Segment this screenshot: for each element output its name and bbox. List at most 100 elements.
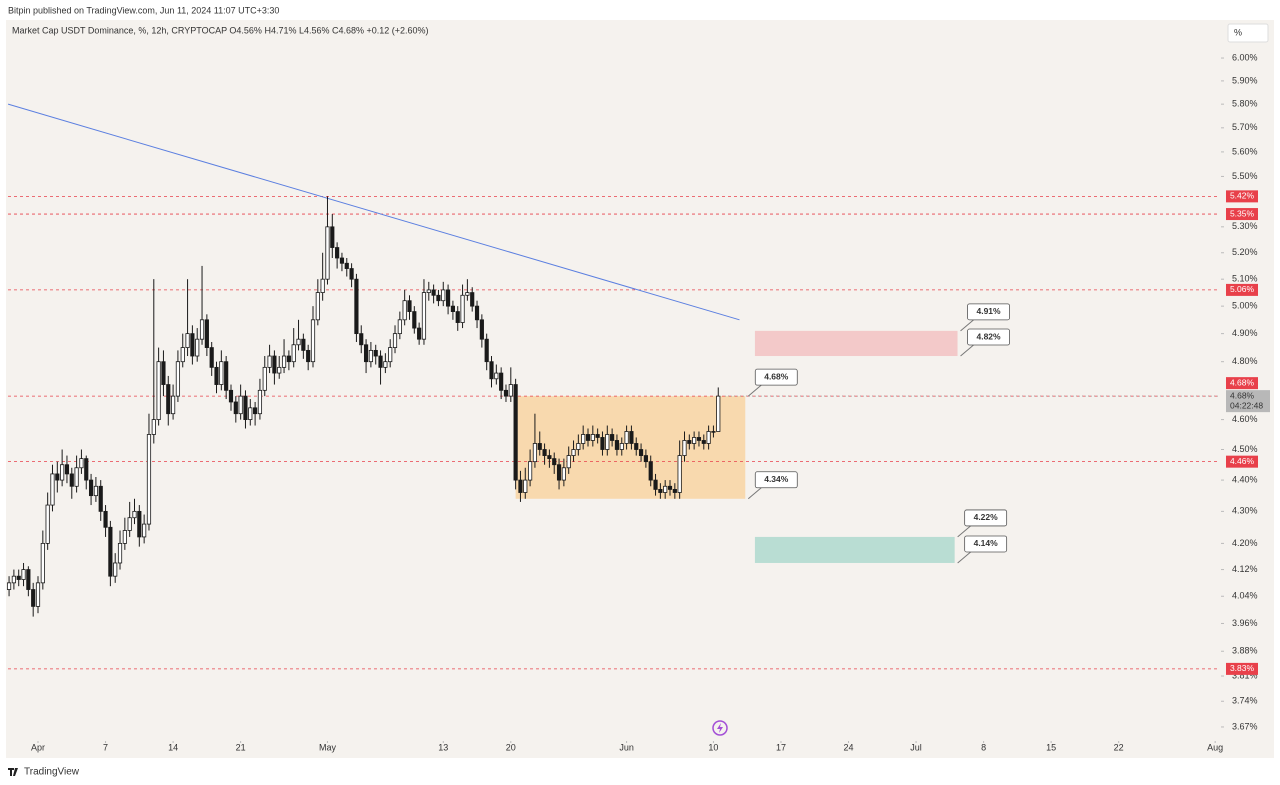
candle — [146, 413, 152, 531]
candle — [537, 431, 542, 456]
y-tick-label: 5.50% — [1232, 171, 1258, 181]
candle-body — [706, 431, 711, 444]
candle-body — [74, 467, 79, 487]
candle-body — [344, 262, 349, 269]
annotation-icon[interactable] — [712, 720, 728, 736]
zone — [754, 330, 958, 357]
candle-body — [272, 355, 277, 374]
candle-body — [117, 542, 123, 564]
candle-body — [576, 443, 581, 450]
candle — [528, 449, 533, 487]
candle — [262, 356, 267, 397]
chart-background — [6, 20, 1274, 758]
candle — [171, 384, 176, 420]
candle-body — [474, 305, 480, 321]
candle — [638, 443, 644, 462]
candle — [248, 399, 253, 426]
candle — [257, 378, 263, 420]
x-tick-label: May — [319, 742, 337, 752]
candle — [523, 467, 528, 499]
candle — [166, 375, 171, 426]
candle-body — [503, 389, 509, 397]
y-tick-label: 3.81% — [1232, 670, 1258, 680]
level-badge — [1226, 283, 1258, 296]
candle — [465, 279, 470, 301]
candle-body — [219, 361, 224, 385]
candle — [349, 263, 354, 288]
candle-body — [142, 523, 147, 538]
y-tick-label: 3.67% — [1232, 721, 1258, 731]
candle — [677, 440, 682, 499]
candle — [344, 258, 349, 277]
candle-body — [643, 455, 648, 463]
candle-body — [701, 440, 706, 444]
y-tick-label: 5.00% — [1232, 301, 1258, 311]
candle — [392, 325, 398, 354]
candle — [484, 333, 489, 371]
candle-body — [84, 458, 89, 481]
candle — [431, 284, 436, 304]
candle — [190, 325, 195, 365]
candle-body — [306, 349, 311, 363]
candle — [460, 284, 465, 329]
candle-body — [581, 434, 586, 444]
candle — [643, 449, 648, 468]
candle-body — [267, 355, 272, 368]
candle — [122, 517, 127, 550]
candle — [64, 455, 70, 484]
callout-label: 4.82% — [976, 331, 1001, 341]
candle-body — [190, 333, 195, 357]
candle — [687, 434, 692, 450]
candle — [421, 279, 427, 345]
candle-body — [494, 372, 499, 380]
candle-body — [537, 443, 542, 450]
candle-body — [26, 569, 31, 590]
candle-body — [532, 443, 538, 463]
candle-body — [156, 361, 161, 420]
candle — [648, 455, 653, 487]
candle — [228, 384, 234, 411]
candle-body — [445, 289, 451, 307]
candle — [605, 425, 610, 456]
candle-body — [388, 347, 393, 363]
candle-body — [479, 319, 484, 340]
y-tick-label: 5.90% — [1232, 75, 1258, 85]
candle-body — [653, 479, 658, 490]
candle-body — [79, 458, 84, 469]
scale-button-label[interactable]: % — [1234, 27, 1242, 37]
candle — [595, 428, 600, 444]
candle-body — [484, 338, 489, 363]
publisher: Bitpin published on TradingView.com, Jun… — [8, 5, 279, 15]
candle-body — [692, 437, 697, 444]
candle-body — [175, 361, 181, 397]
scale-button[interactable] — [1227, 23, 1269, 43]
candle-body — [209, 347, 214, 368]
candle — [113, 553, 118, 583]
candle-body — [248, 407, 253, 420]
candle — [470, 287, 475, 312]
candle — [547, 449, 552, 468]
x-tick-label: 7 — [103, 742, 108, 752]
level-badge-label: 5.42% — [1230, 191, 1255, 201]
candle — [55, 461, 60, 493]
candle-body — [373, 349, 378, 357]
candle-body — [180, 347, 185, 363]
candle — [60, 449, 65, 487]
candle — [286, 350, 291, 371]
candle — [74, 455, 79, 493]
candle — [696, 431, 702, 447]
candle-body — [397, 319, 402, 335]
candle — [180, 333, 185, 368]
candle — [291, 328, 296, 368]
candle — [513, 378, 518, 490]
candle-body — [204, 319, 209, 348]
x-tick-label: Aug — [1207, 742, 1223, 752]
x-tick-label: 20 — [506, 742, 516, 752]
zone — [515, 396, 746, 499]
candle — [40, 530, 45, 590]
y-tick-label: 4.30% — [1232, 506, 1258, 516]
candle — [561, 458, 566, 487]
candle-body — [35, 582, 41, 607]
candle — [388, 339, 393, 368]
candle-body — [161, 361, 166, 385]
